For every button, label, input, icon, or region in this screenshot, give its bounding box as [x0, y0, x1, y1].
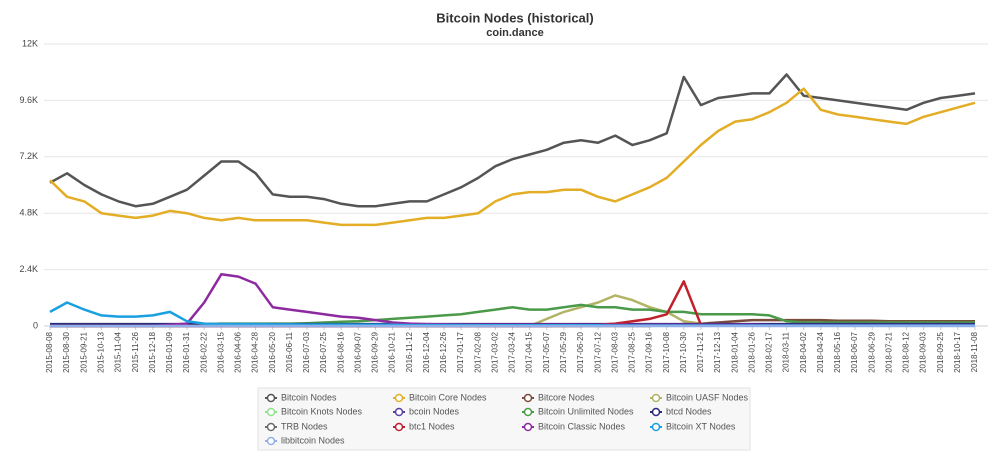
- legend-marker: [394, 422, 404, 432]
- x-tick-label: 2017-06-20: [576, 331, 585, 372]
- legend-marker: [523, 393, 533, 403]
- x-tick-label: 2017-08-03: [610, 331, 619, 372]
- legend-label[interactable]: Bitcoin UASF Nodes: [666, 392, 749, 402]
- legend-label[interactable]: Bitcoin Unlimited Nodes: [538, 406, 634, 416]
- series-line: [49, 73, 976, 208]
- x-tick-label: 2016-06-11: [285, 331, 294, 372]
- series-line: [50, 273, 975, 328]
- x-tick-label: 2017-05-07: [542, 331, 551, 372]
- x-tick-label: 2018-06-07: [850, 331, 859, 372]
- x-tick-label: 2017-12-13: [713, 331, 722, 372]
- x-tick-label: 2017-03-02: [490, 331, 499, 372]
- legend-marker: [523, 422, 533, 432]
- x-tick-label: 2017-11-21: [696, 331, 705, 372]
- chart-title: Bitcoin Nodes (historical): [436, 10, 593, 25]
- y-tick-label: 12K: [22, 38, 38, 48]
- legend-box: [257, 387, 751, 451]
- legend-label[interactable]: btc1 Nodes: [409, 421, 455, 431]
- x-tick-label: 2015-11-04: [114, 331, 123, 372]
- x-tick-label: 2016-01-09: [165, 331, 174, 372]
- legend-marker: [266, 436, 276, 446]
- legend-marker: [266, 422, 276, 432]
- x-tick-label: 2015-10-13: [96, 331, 105, 372]
- x-tick-label: 2016-12-26: [439, 331, 448, 372]
- x-tick-label: 2016-04-28: [251, 331, 260, 372]
- legend-label[interactable]: libbitcoin Nodes: [281, 435, 345, 445]
- x-tick-label: 2018-10-17: [953, 331, 962, 372]
- x-tick-label: 2018-11-08: [970, 331, 979, 372]
- legend-marker: [651, 393, 661, 403]
- legend-marker: [651, 407, 661, 417]
- series-line: [49, 87, 976, 227]
- x-tick-label: 2016-12-04: [422, 331, 431, 372]
- legend-label[interactable]: Bitcoin Classic Nodes: [538, 421, 626, 431]
- x-tick-label: 2018-05-16: [833, 331, 842, 372]
- x-tick-label: 2016-01-31: [182, 331, 191, 372]
- x-tick-label: 2018-06-29: [867, 331, 876, 372]
- x-tick-label: 2017-07-12: [593, 331, 602, 372]
- x-tick-label: 2018-07-21: [884, 331, 893, 372]
- x-tick-label: 2016-08-16: [336, 331, 345, 372]
- x-tick-label: 2018-02-17: [765, 331, 774, 372]
- x-tick-label: 2017-03-24: [508, 331, 517, 372]
- x-tick-label: 2016-07-03: [302, 331, 311, 372]
- chart-subtitle: coin.dance: [486, 27, 543, 39]
- legend-marker: [394, 407, 404, 417]
- legend-label[interactable]: Bitcoin XT Nodes: [666, 421, 736, 431]
- y-tick-label: 0: [33, 320, 38, 330]
- x-tick-label: 2016-09-29: [371, 331, 380, 372]
- x-tick-label: 2018-09-03: [919, 331, 928, 372]
- x-tick-label: 2015-08-08: [45, 331, 54, 372]
- legend-marker: [523, 407, 533, 417]
- x-tick-label: 2018-09-25: [936, 331, 945, 372]
- x-tick-label: 2016-07-25: [319, 331, 328, 372]
- legend-marker: [651, 422, 661, 432]
- x-tick-label: 2016-09-07: [353, 331, 362, 372]
- x-tick-label: 2017-04-15: [525, 331, 534, 372]
- x-tick-label: 2016-03-15: [216, 331, 225, 372]
- x-tick-label: 2015-08-30: [62, 331, 71, 372]
- x-tick-label: 2018-01-04: [730, 331, 739, 372]
- y-tick-label: 2.4K: [19, 264, 38, 274]
- series-line: [50, 280, 975, 328]
- x-tick-label: 2016-11-12: [405, 331, 414, 372]
- x-tick-label: 2016-05-20: [268, 331, 277, 372]
- legend-label[interactable]: Bitcoin Core Nodes: [409, 392, 487, 402]
- y-tick-label: 4.8K: [19, 208, 38, 218]
- legend-label[interactable]: Bitcoin Nodes: [281, 392, 337, 402]
- x-tick-label: 2018-01-26: [747, 331, 756, 372]
- x-tick-label: 2017-05-29: [559, 331, 568, 372]
- legend-label[interactable]: TRB Nodes: [281, 421, 328, 431]
- x-tick-label: 2017-10-08: [662, 331, 671, 372]
- x-tick-label: 2017-01-17: [456, 331, 465, 372]
- legend-label[interactable]: bcoin Nodes: [409, 406, 460, 416]
- x-tick-label: 2018-04-02: [799, 331, 808, 372]
- x-tick-label: 2018-03-11: [782, 331, 791, 372]
- y-tick-label: 7.2K: [19, 151, 38, 161]
- y-tick-label: 9.6K: [19, 95, 38, 105]
- x-tick-label: 2015-11-26: [131, 331, 140, 372]
- legend-label[interactable]: Bitcoin Knots Nodes: [281, 406, 363, 416]
- x-tick-label: 2017-08-25: [628, 331, 637, 372]
- x-tick-label: 2018-04-24: [816, 331, 825, 372]
- x-tick-label: 2016-10-21: [388, 331, 397, 372]
- legend-marker: [266, 407, 276, 417]
- x-tick-label: 2017-09-16: [645, 331, 654, 372]
- legend-marker: [394, 393, 404, 403]
- legend-label[interactable]: Bitcore Nodes: [538, 392, 595, 402]
- x-tick-label: 2017-02-08: [473, 331, 482, 372]
- x-tick-label: 2016-04-06: [234, 331, 243, 372]
- legend-label[interactable]: btcd Nodes: [666, 406, 712, 416]
- x-tick-label: 2018-08-12: [902, 331, 911, 372]
- legend-marker: [266, 393, 276, 403]
- x-tick-label: 2016-02-22: [199, 331, 208, 372]
- x-tick-label: 2015-09-21: [79, 331, 88, 372]
- x-tick-label: 2015-12-18: [148, 331, 157, 372]
- x-tick-label: 2017-10-30: [679, 331, 688, 372]
